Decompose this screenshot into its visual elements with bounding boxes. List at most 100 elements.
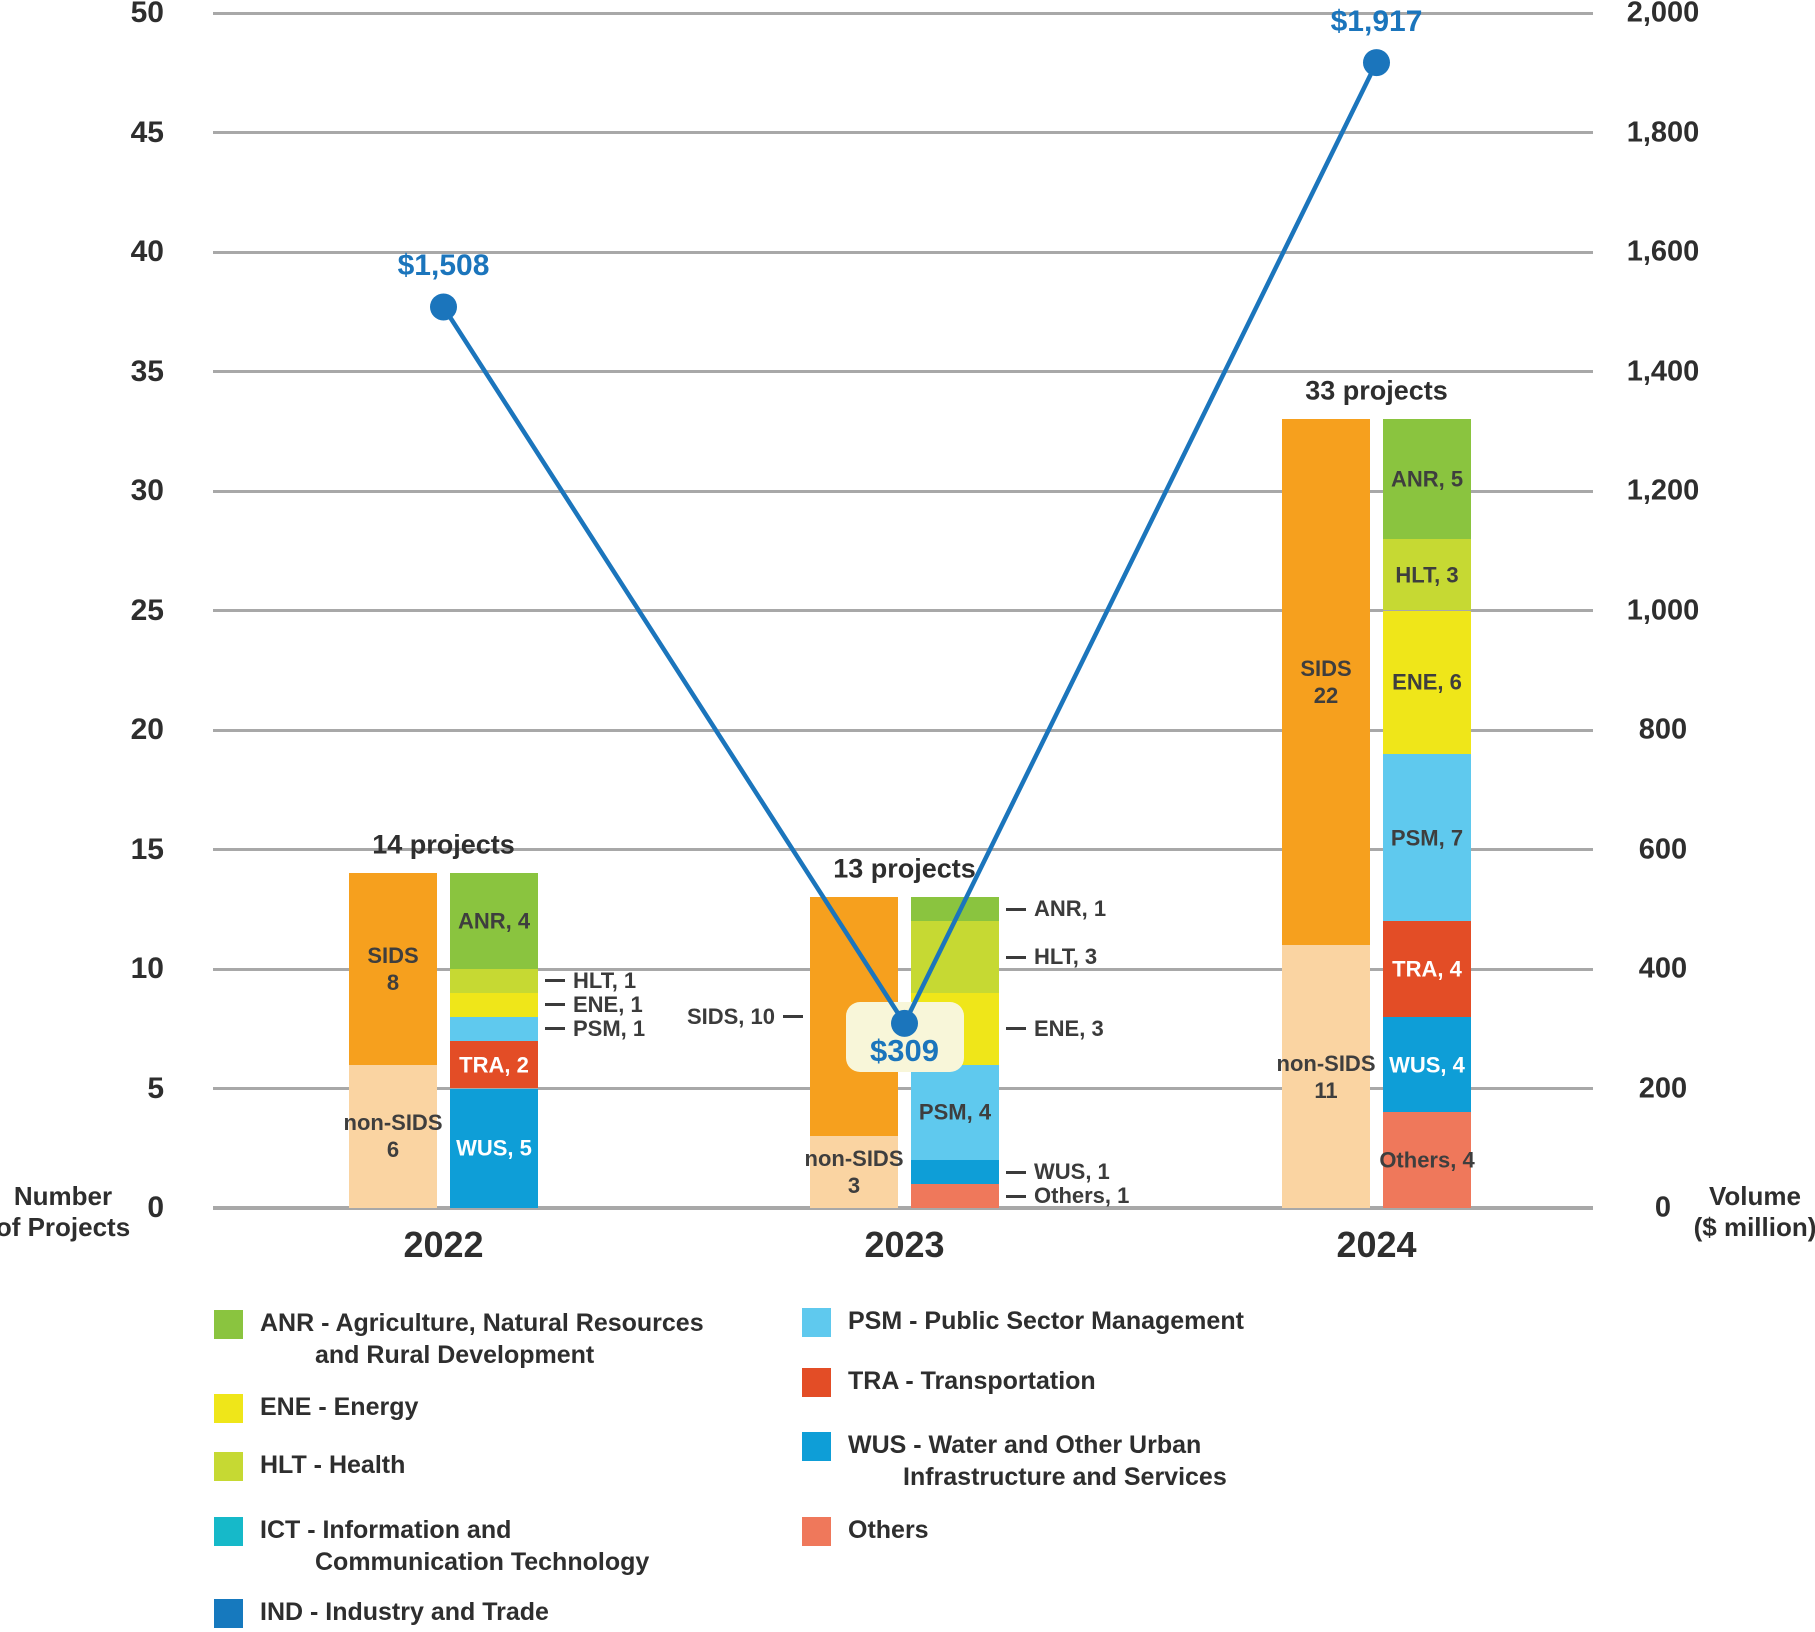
left-axis-tick-50: 50 bbox=[130, 0, 164, 29]
callout-leader-2022-HLT bbox=[545, 979, 565, 983]
year-label-2023: 2023 bbox=[864, 1224, 945, 1265]
left-axis-tick-45: 45 bbox=[130, 115, 164, 149]
legend-label-ANR: ANR - Agriculture, Natural Resources and … bbox=[260, 1307, 704, 1371]
callout-leader-2023-WUS bbox=[1006, 1170, 1026, 1174]
bar-segment-2024-WUS bbox=[1383, 1016, 1471, 1113]
legend-label-Others-line1: Others bbox=[848, 1516, 929, 1544]
legend-label-ENE: ENE - Energy bbox=[260, 1391, 418, 1423]
callout-leader-2023-Others bbox=[1006, 1194, 1026, 1198]
bar-segment-label-2024-SIDS: SIDS 22 bbox=[1300, 656, 1352, 709]
right-axis-tick-600: 600 bbox=[1638, 833, 1688, 865]
callout-label-2023-Others: Others, 1 bbox=[1034, 1183, 1130, 1209]
bar-segment-2023-HLT bbox=[911, 921, 999, 993]
legend-label-HLT: HLT - Health bbox=[260, 1449, 405, 1481]
bar-segment-2024-ANR bbox=[1383, 419, 1471, 539]
bar-segment-2024-ENE bbox=[1383, 610, 1471, 754]
right-axis-tick-1600: 1,600 bbox=[1626, 235, 1700, 268]
total-projects-label-2024: 33 projects bbox=[1305, 375, 1448, 406]
right-axis-title-line1: Volume bbox=[1709, 1181, 1801, 1211]
legend-swatch-PSM bbox=[802, 1308, 831, 1337]
callout-label-2022-HLT: HLT, 1 bbox=[573, 967, 637, 993]
bar-segment-label-2024-ANR: ANR, 5 bbox=[1390, 466, 1464, 492]
bar-segment-label-2024-WUS: WUS, 4 bbox=[1389, 1052, 1465, 1078]
legend-label-IND: IND - Industry and Trade bbox=[260, 1596, 549, 1628]
callout-leader-2022-PSM bbox=[545, 1027, 565, 1031]
bar-segment-2024-TRA bbox=[1383, 921, 1471, 1017]
bar-segment-label-2022-TRA: TRA, 2 bbox=[459, 1052, 529, 1078]
callout-leader-2023-HLT bbox=[1006, 955, 1026, 959]
left-axis-tick-40: 40 bbox=[130, 235, 164, 268]
bar-segment-label-2022-SIDS: SIDS 8 bbox=[367, 943, 419, 995]
legend-label-IND-line1: IND - Industry and Trade bbox=[260, 1598, 549, 1626]
legend-swatch-Others bbox=[802, 1517, 831, 1546]
bar-segment-label-2024-HLT: HLT, 3 bbox=[1395, 562, 1459, 588]
callout-label-2023-ENE: ENE, 3 bbox=[1034, 1015, 1104, 1041]
bar-segment-2023-Others bbox=[911, 1184, 999, 1208]
right-axis-tick-1000: 1,000 bbox=[1626, 594, 1700, 626]
callout-label-2022-ENE: ENE, 1 bbox=[573, 991, 643, 1017]
legend-swatch-IND bbox=[214, 1599, 243, 1628]
bar-segment-2022-WUS bbox=[450, 1088, 538, 1208]
bar-segment-2023-PSM bbox=[911, 1064, 999, 1161]
legend-label-ANR-line2: and Rural Development bbox=[315, 1341, 595, 1369]
bar-segment-label-2024-Others: Others, 4 bbox=[1379, 1147, 1475, 1173]
left-axis-title: Number of Projects bbox=[0, 1181, 130, 1243]
legend-label-ICT-line1: ICT - Information and bbox=[260, 1516, 512, 1544]
bar-segment-2022-TRA bbox=[450, 1040, 538, 1089]
volume-point-2024 bbox=[1363, 49, 1390, 77]
callout-leader-2023-ANR bbox=[1006, 907, 1026, 911]
left-axis-tick-35: 35 bbox=[130, 354, 164, 388]
bar-segment-label-2024-non-SIDS: non-SIDS 11 bbox=[1276, 1050, 1376, 1103]
legend-label-WUS: WUS - Water and Other Urban Infrastructur… bbox=[848, 1429, 1227, 1493]
legend-label-ANR-line1: ANR - Agriculture, Natural Resources bbox=[260, 1309, 704, 1337]
bar-segment-2022-SIDS bbox=[349, 873, 437, 1065]
left-axis-tick-10: 10 bbox=[130, 952, 164, 985]
left-axis-tick-5: 5 bbox=[147, 1071, 164, 1105]
legend-label-ENE-line1: ENE - Energy bbox=[260, 1393, 419, 1421]
legend-label-ICT: ICT - Information and Communication Techn… bbox=[260, 1514, 649, 1578]
left-axis-tick-30: 30 bbox=[130, 474, 164, 507]
left-axis-tick-20: 20 bbox=[130, 713, 164, 746]
volume-value-label-2022: $1,508 bbox=[397, 248, 490, 282]
legend-swatch-ANR bbox=[214, 1310, 243, 1339]
gridline-45 bbox=[213, 131, 1593, 134]
legend-swatch-ENE bbox=[214, 1394, 243, 1423]
left-axis-tick-0: 0 bbox=[147, 1191, 164, 1224]
callout-leader-2023-ENE bbox=[1006, 1027, 1026, 1031]
legend-label-ICT-line2: Communication Technology bbox=[315, 1548, 650, 1576]
legend-swatch-ICT bbox=[214, 1517, 243, 1546]
bar-segment-2023-non-SIDS bbox=[810, 1136, 898, 1208]
gridline-50 bbox=[213, 11, 1593, 15]
legend-label-PSM: PSM - Public Sector Management bbox=[848, 1305, 1244, 1337]
callout-leader-2022-ENE bbox=[545, 1003, 565, 1007]
right-axis-tick-1200: 1,200 bbox=[1626, 474, 1700, 507]
legend-label-WUS-line1: WUS - Water and Other Urban bbox=[848, 1431, 1202, 1459]
year-label-2024: 2024 bbox=[1336, 1224, 1417, 1265]
legend-label-Others: Others bbox=[848, 1514, 929, 1546]
total-projects-label-2022: 14 projects bbox=[372, 829, 515, 860]
bar-segment-2022-non-SIDS bbox=[349, 1064, 437, 1208]
bar-segment-2023-ANR bbox=[911, 897, 999, 922]
bar-segment-label-2023-non-SIDS: non-SIDS 3 bbox=[804, 1146, 904, 1199]
bar-segment-2024-HLT bbox=[1383, 538, 1471, 611]
year-label-2022: 2022 bbox=[403, 1224, 484, 1265]
legend-label-HLT-line1: HLT - Health bbox=[260, 1451, 406, 1479]
right-axis-tick-2000: 2,000 bbox=[1626, 0, 1700, 29]
total-projects-label-2023: 13 projects bbox=[833, 853, 976, 884]
right-axis-title-line2: ($ million) bbox=[1693, 1212, 1815, 1242]
gridline-35 bbox=[213, 370, 1593, 373]
bar-segment-label-2024-ENE: ENE, 6 bbox=[1392, 669, 1462, 695]
gridline-0 bbox=[213, 1206, 1593, 1210]
bar-segment-label-2022-ANR: ANR, 4 bbox=[457, 908, 531, 934]
callout-label-2023-WUS: WUS, 1 bbox=[1034, 1159, 1110, 1185]
callout-leader-2023-SIDS bbox=[783, 1015, 803, 1019]
right-axis-tick-400: 400 bbox=[1638, 952, 1688, 985]
left-axis-tick-25: 25 bbox=[130, 593, 164, 627]
gridline-5 bbox=[213, 1087, 1593, 1090]
right-axis-tick-800: 800 bbox=[1638, 713, 1688, 746]
bar-segment-label-2022-non-SIDS: non-SIDS 6 bbox=[343, 1110, 443, 1163]
legend-label-TRA: TRA - Transportation bbox=[848, 1365, 1096, 1397]
bar-segment-label-2024-PSM: PSM, 7 bbox=[1390, 825, 1464, 851]
bar-segment-2022-HLT bbox=[450, 969, 538, 993]
